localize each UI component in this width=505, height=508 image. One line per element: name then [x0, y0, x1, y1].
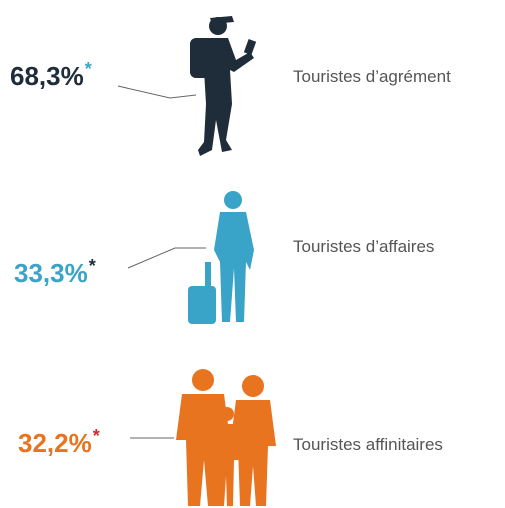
hiker-silhouette [190, 16, 257, 156]
category-label: Touristes d’affaires [293, 237, 434, 256]
family-silhouette [176, 369, 276, 506]
percentage: 33,3% [14, 258, 88, 288]
category-label: Touristes d’agrément [293, 67, 451, 86]
percentage: 32,2% [18, 428, 92, 458]
percentage: 68,3% [10, 61, 84, 91]
connector [117, 85, 197, 99]
category-label: Touristes affinitaires [293, 435, 443, 454]
businessman-silhouette [188, 191, 254, 324]
asterisk: * [85, 59, 92, 79]
connector [127, 247, 206, 269]
asterisk: * [89, 256, 96, 276]
asterisk: * [93, 426, 100, 446]
